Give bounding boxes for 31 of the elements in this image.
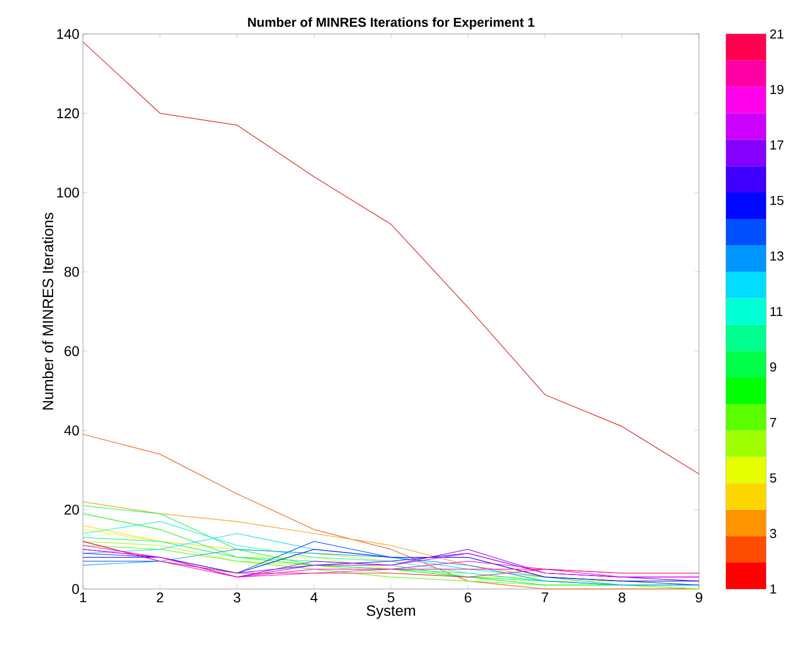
y-tick-label: 60: [64, 346, 79, 356]
x-tick-label: 4: [310, 592, 318, 602]
color-bar-label: 5: [770, 473, 776, 483]
x-tick-label: 2: [156, 592, 164, 602]
y-axis-title: Number of MINRES Iterations: [42, 212, 54, 410]
y-tick-label: 40: [64, 425, 79, 436]
color-bar-label: 1: [770, 584, 776, 594]
color-bar-label: 13: [770, 251, 784, 261]
color-bar-label: 9: [770, 362, 776, 372]
chart-title: Number of MINRES Iterations for Experiment 1: [248, 17, 534, 30]
y-tick-label: 20: [64, 504, 79, 515]
color-bar-label: 17: [770, 140, 784, 150]
y-tick-label: 80: [64, 266, 79, 277]
x-tick-label: 8: [618, 592, 626, 602]
x-tick-label: 9: [696, 592, 702, 602]
x-tick-label: 5: [388, 592, 394, 602]
x-tick-label: 1: [80, 592, 86, 602]
color-bar-label: 11: [770, 307, 782, 316]
y-tick-label: 100: [57, 188, 79, 198]
x-axis-title: System: [366, 605, 416, 619]
color-bar-label: 19: [770, 84, 784, 94]
x-tick-label: 6: [464, 592, 472, 602]
y-tick-label: 140: [57, 29, 79, 39]
color-bar-label: 3: [770, 528, 776, 538]
color-bar-label: 21: [770, 29, 784, 39]
x-tick-label: 7: [542, 592, 548, 602]
x-tick-label: 3: [234, 592, 240, 602]
y-tick-label: 0: [72, 584, 79, 594]
color-bar-label: 7: [770, 418, 776, 427]
color-bar-label: 15: [770, 196, 784, 206]
y-tick-label: 120: [57, 108, 79, 118]
